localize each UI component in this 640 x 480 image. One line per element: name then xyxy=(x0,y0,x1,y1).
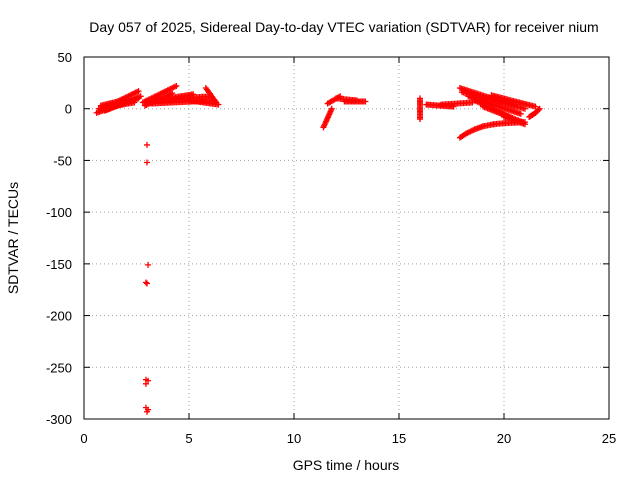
data-point xyxy=(142,380,149,387)
data-point xyxy=(417,95,423,102)
data-point xyxy=(536,105,543,112)
x-tick-label: 10 xyxy=(287,431,301,446)
y-tick-label: -200 xyxy=(46,309,72,324)
x-axis-label: GPS time / hours xyxy=(293,457,400,473)
data-point xyxy=(144,159,150,166)
data-point xyxy=(190,91,197,98)
data-point xyxy=(145,377,152,384)
x-axis-ticks: 0 5 10 15 20 25 xyxy=(80,57,616,446)
x-tick-label: 5 xyxy=(185,431,192,446)
x-tick-label: 0 xyxy=(80,431,87,446)
data-point xyxy=(173,82,180,89)
x-tick-label: 20 xyxy=(497,431,511,446)
y-tick-label: -100 xyxy=(46,205,72,220)
data-point xyxy=(144,280,150,287)
data-point xyxy=(328,105,335,112)
data-point xyxy=(517,110,524,117)
chart-title: Day 057 of 2025, Sidereal Day-to-day VTE… xyxy=(89,19,598,35)
grid-lines xyxy=(84,57,609,419)
plot-area-border xyxy=(83,56,610,420)
data-point xyxy=(532,103,539,110)
data-point xyxy=(137,93,144,100)
x-tick-label: 25 xyxy=(602,431,616,446)
y-tick-label: -150 xyxy=(46,257,72,272)
data-point xyxy=(144,408,150,415)
y-axis-label: SDTVAR / TECUs xyxy=(5,182,21,294)
data-point xyxy=(522,119,528,126)
data-point xyxy=(145,261,152,268)
data-point xyxy=(535,106,542,113)
y-tick-label: -300 xyxy=(46,412,72,427)
y-tick-label: 0 xyxy=(65,102,72,117)
data-point xyxy=(362,98,369,105)
y-tick-label: -250 xyxy=(46,360,72,375)
data-point xyxy=(144,141,150,148)
data-markers xyxy=(93,82,543,415)
x-tick-label: 15 xyxy=(392,431,406,446)
y-tick-label: -50 xyxy=(53,153,72,168)
data-point xyxy=(142,279,149,286)
y-tick-label: 50 xyxy=(58,50,72,65)
data-point xyxy=(135,88,142,95)
y-axis-ticks: 50 0 -50 -100 -150 -200 -250 -300 xyxy=(46,50,609,427)
data-point xyxy=(215,101,222,108)
